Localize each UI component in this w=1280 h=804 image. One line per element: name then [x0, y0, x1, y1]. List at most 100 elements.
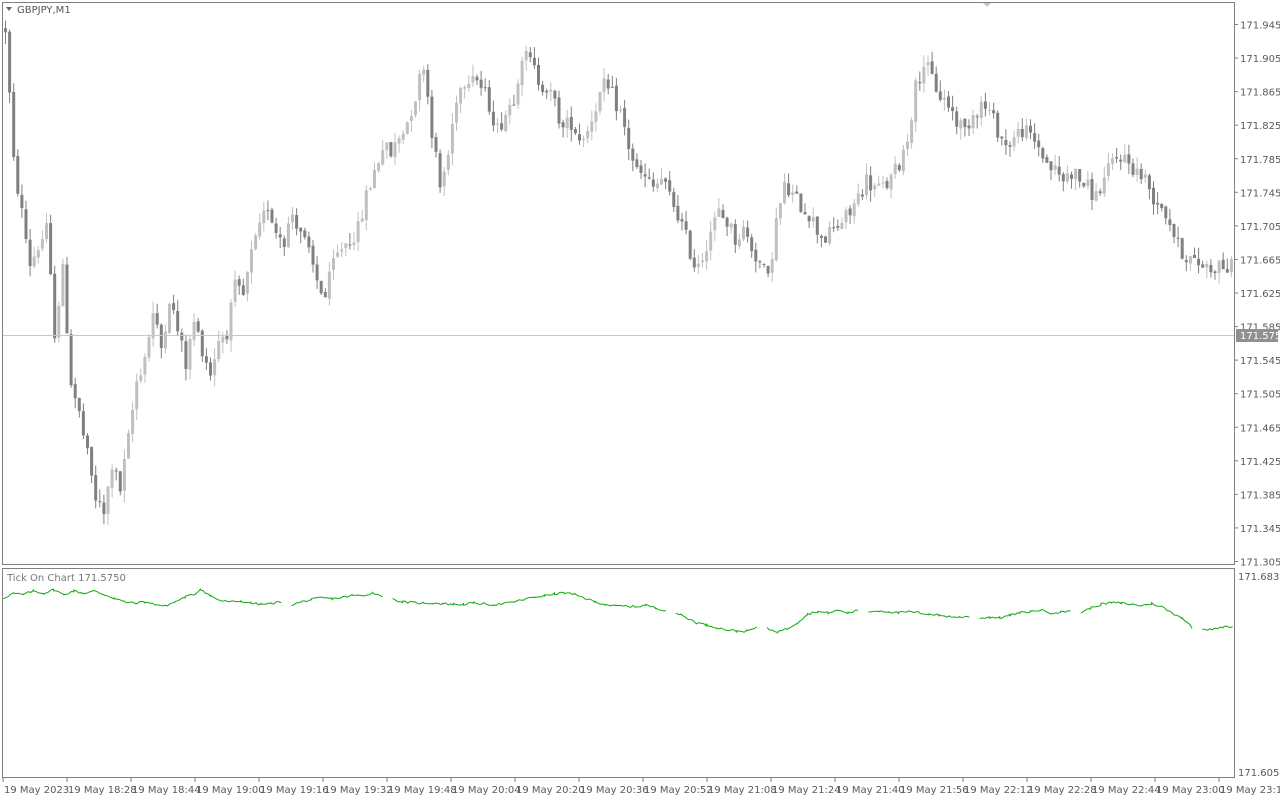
candle-body [131, 409, 135, 435]
candle-body [463, 87, 467, 89]
candle-body [721, 210, 725, 218]
time-tick-label: 19 May 19:32 [324, 785, 393, 796]
candle-body [438, 153, 442, 188]
price-tick-label: 171.625 [1240, 289, 1280, 300]
candle-body [1086, 179, 1090, 186]
candle-body [381, 150, 385, 165]
candle-body [1061, 174, 1065, 182]
candle-body [1123, 154, 1127, 163]
candle-body [24, 209, 28, 240]
candle-body [303, 230, 307, 238]
price-tick-label: 171.505 [1240, 390, 1280, 401]
candle-body [893, 163, 897, 175]
candle-body [1152, 187, 1155, 205]
candle-body [635, 159, 639, 168]
tick-line-segment [2, 588, 282, 607]
candle-body [1197, 258, 1201, 266]
candle-body [623, 108, 627, 127]
candle-body [557, 97, 561, 124]
candle-body [705, 251, 709, 262]
indicator-scale-bottom: 171.6054 [1238, 768, 1280, 779]
candle-body [483, 87, 487, 89]
candle-body [877, 183, 881, 186]
candle-body [315, 264, 319, 281]
time-tick-label: 19 May 23:00 [1156, 785, 1225, 796]
candle-body [840, 222, 844, 229]
candle-body [590, 121, 594, 132]
candle-body [106, 486, 110, 514]
candle-body [426, 69, 430, 97]
candle-body [692, 257, 696, 268]
candle-body [500, 123, 504, 130]
candle-body [172, 303, 176, 311]
candle-body [729, 223, 733, 228]
candle-body [860, 194, 864, 197]
candle-body [254, 235, 258, 250]
candle-body [803, 211, 807, 215]
candle-body [508, 104, 512, 116]
candle-body [180, 332, 184, 341]
triangle-down-icon[interactable] [6, 7, 12, 11]
candle-body [824, 236, 827, 243]
tick-line-segment [766, 609, 859, 634]
candle-body [910, 120, 914, 143]
candle-body [344, 243, 348, 249]
candle-body [1004, 140, 1008, 146]
time-tick-label: 19 May 21:24 [772, 785, 841, 796]
candle-body [594, 111, 598, 122]
candle-body [606, 79, 610, 89]
candle-body [1201, 264, 1205, 268]
candle-body [122, 458, 126, 491]
price-tick-label: 171.545 [1240, 356, 1280, 367]
tick-line-segment [392, 591, 666, 612]
time-tick-label: 19 May 21:56 [900, 785, 969, 796]
time-tick-label: 19 May 21:08 [708, 785, 777, 796]
candle-body [951, 107, 955, 112]
candle-body [241, 285, 245, 295]
candle-body [110, 469, 114, 489]
price-tick-label: 171.385 [1240, 490, 1280, 501]
candle-body [934, 73, 938, 92]
candle-body [282, 238, 286, 247]
candle-body [1029, 125, 1032, 133]
candle-body [737, 239, 741, 247]
candle-body [295, 215, 299, 229]
candle-body [709, 231, 713, 251]
candle-body [701, 260, 704, 263]
candle-body [196, 321, 200, 332]
candle-body [53, 273, 57, 339]
candle-body [1176, 237, 1180, 239]
time-tick-label: 19 May 19:16 [260, 785, 329, 796]
candle-body [102, 502, 106, 515]
candle-body [873, 185, 877, 190]
candle-body [377, 163, 381, 171]
chart-shift-marker-icon[interactable] [983, 3, 991, 7]
candle-body [549, 89, 553, 92]
candle-body [40, 239, 44, 249]
tick-line-segment [1202, 625, 1233, 631]
candle-body [1098, 191, 1102, 194]
candle-body [586, 130, 590, 139]
candlestick-series [4, 20, 1233, 525]
candle-body [475, 76, 479, 81]
candle-body [852, 203, 856, 217]
candle-body [229, 302, 233, 341]
candle-body [192, 321, 196, 340]
candle-body [49, 223, 53, 275]
candle-body [336, 252, 340, 257]
price-tick-label: 171.745 [1240, 188, 1280, 199]
candle-body [348, 244, 352, 246]
candle-body [467, 83, 471, 89]
candle-body [139, 375, 143, 381]
time-tick-label: 19 May 18:44 [132, 785, 201, 796]
candle-body [725, 217, 729, 227]
candle-body [1188, 256, 1192, 264]
candle-body [660, 179, 663, 185]
candle-body [578, 134, 581, 141]
candle-body [783, 181, 786, 204]
candle-body [992, 110, 996, 114]
candle-body [65, 264, 69, 334]
candle-body [512, 104, 516, 106]
